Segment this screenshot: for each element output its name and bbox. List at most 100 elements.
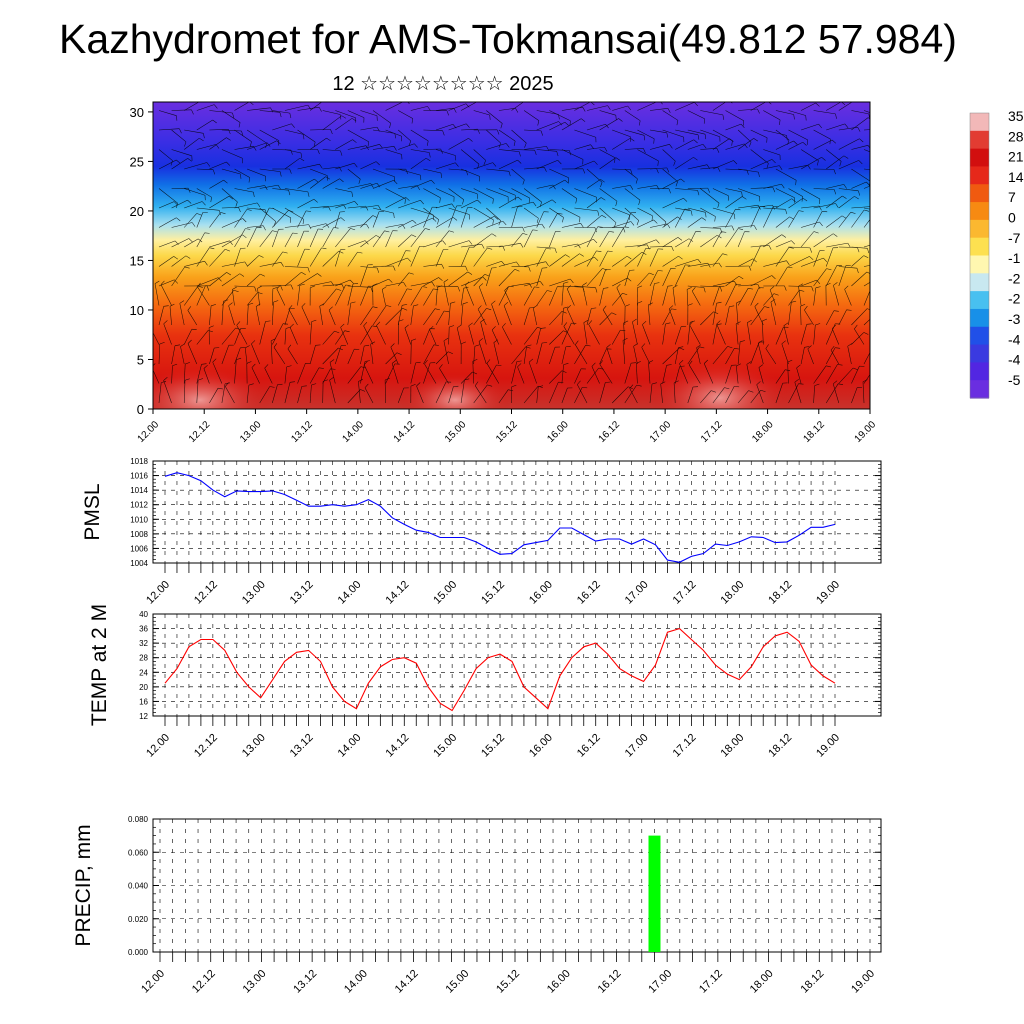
wind-barb (800, 231, 815, 248)
wind-barb (851, 387, 858, 404)
wind-barb (675, 139, 694, 150)
wind-barb (246, 209, 252, 211)
wind-barb (255, 306, 260, 326)
wind-barb (504, 286, 509, 291)
colorbar-label: 7 (1008, 189, 1016, 205)
wind-barb (574, 285, 596, 288)
wind-barb (196, 213, 202, 216)
wind-barb (158, 201, 175, 209)
wind-barb (841, 215, 847, 219)
wind-barb (800, 102, 816, 111)
x-tick-label: 18.00 (748, 968, 776, 996)
wind-barb (800, 188, 821, 200)
wind-barb (787, 359, 793, 363)
wind-barb (599, 360, 604, 365)
wind-barb (762, 320, 764, 345)
wind-barb (676, 120, 679, 126)
wind-barb (781, 234, 787, 238)
wind-barb (675, 181, 678, 187)
wind-barb (747, 322, 751, 345)
wind-barb (725, 283, 737, 306)
wind-barb (259, 207, 270, 228)
wind-barb (333, 227, 339, 229)
wind-barb (750, 390, 761, 404)
wind-barb (674, 326, 682, 345)
wind-barb (673, 382, 676, 404)
wind-barb (410, 305, 414, 326)
wind-barb (620, 329, 626, 332)
wind-barb (683, 198, 688, 202)
wind-barb (857, 127, 861, 132)
wind-barb (611, 312, 617, 315)
wind-barb (804, 305, 808, 311)
wind-barb (577, 384, 588, 404)
wind-barb (600, 197, 606, 201)
wind-barb (722, 114, 725, 120)
wind-barb (611, 226, 625, 248)
wind-barb (460, 379, 465, 404)
wind-barb (791, 198, 796, 203)
wind-barb (429, 329, 437, 345)
wind-barb (788, 302, 792, 326)
wind-barb (825, 247, 834, 267)
wind-barb (737, 288, 749, 306)
wind-barb (311, 319, 317, 322)
wind-barb (851, 255, 864, 267)
heatmap-warm-core (650, 360, 790, 409)
wind-barb (393, 180, 398, 185)
wind-barb (398, 219, 413, 228)
wind-barb (847, 343, 853, 347)
wind-barb (687, 346, 700, 365)
wind-barb (279, 112, 282, 118)
wind-barb (582, 282, 587, 286)
wind-barb (844, 123, 849, 128)
wind-barb (775, 326, 784, 345)
wind-barb (282, 251, 288, 254)
wind-barb (801, 123, 819, 131)
wind-barb (449, 325, 455, 328)
wind-barb (407, 257, 412, 262)
wind-barb (460, 303, 464, 326)
wind-barb (666, 223, 671, 229)
wind-barb (191, 328, 197, 330)
wind-barb (674, 347, 679, 365)
x-tick-label: 17.00 (646, 968, 674, 996)
wind-barb (259, 140, 277, 150)
wind-barb (586, 250, 597, 267)
wind-barb (833, 169, 836, 175)
temp-series-line (164, 627, 836, 712)
wind-barb (823, 257, 828, 262)
wind-barb (599, 157, 617, 170)
wind-barb (624, 188, 641, 201)
wind-barb (770, 299, 776, 303)
wind-barb (636, 384, 642, 387)
wind-barb (158, 110, 177, 116)
wind-barb (657, 270, 663, 272)
wind-barb (448, 205, 457, 228)
wind-barb (540, 130, 543, 136)
wind-barb (289, 113, 292, 119)
wind-barb (766, 163, 769, 169)
wind-barb (630, 185, 634, 190)
wind-barb (752, 258, 757, 263)
wind-barb (410, 106, 428, 111)
wind-barb (345, 284, 351, 286)
wind-barb (511, 206, 518, 228)
wind-barb (461, 188, 478, 195)
wind-barb (656, 168, 659, 174)
wind-barb (299, 283, 305, 286)
wind-barb (439, 368, 449, 384)
wind-barb (825, 347, 836, 365)
wind-barb (257, 292, 263, 295)
wind-barb (826, 195, 843, 209)
wind-barb (284, 366, 287, 384)
wind-barb (523, 327, 538, 345)
wind-barb (813, 324, 816, 345)
wind-barb (798, 383, 804, 385)
wind-barb (455, 162, 459, 167)
wind-barb (341, 115, 347, 119)
y-axis-label: PRECIP, mm (72, 824, 95, 946)
wind-barb (460, 207, 468, 228)
